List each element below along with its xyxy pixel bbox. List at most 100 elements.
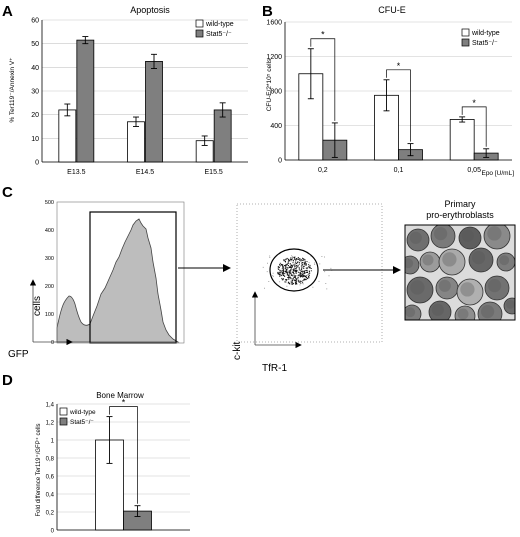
- significance-star: *: [397, 61, 401, 71]
- event-dot: [287, 265, 289, 267]
- pro-erythroblasts-micrograph: [404, 224, 516, 321]
- result-label-line-2: pro-erythroblasts: [426, 210, 494, 220]
- event-dot: [301, 274, 303, 276]
- histogram-y-tick: 100: [45, 312, 54, 318]
- event-dot: [308, 273, 310, 275]
- event-dot: [293, 264, 295, 266]
- event-dot: [304, 271, 306, 273]
- event-dot: [306, 261, 308, 263]
- event-dot: [272, 272, 274, 274]
- event-dot: [278, 271, 280, 273]
- x-tick-label: E13.5: [67, 169, 85, 176]
- event-dot: [301, 262, 303, 264]
- event-dot: [294, 266, 296, 267]
- cell: [405, 255, 420, 275]
- event-dot: [291, 271, 293, 273]
- event-dot: [293, 260, 294, 262]
- cell-nucleus: [487, 226, 502, 241]
- event-dot: [283, 260, 285, 262]
- event-dot: [292, 275, 294, 277]
- event-dot: [303, 279, 305, 281]
- event-dot: [298, 261, 300, 263]
- event-dot: [302, 262, 304, 263]
- legend-swatch: [195, 29, 204, 38]
- event-dot: [289, 273, 291, 275]
- cell: [454, 305, 476, 320]
- y-tick-label: 0: [278, 158, 282, 165]
- bar: [145, 61, 163, 163]
- event-dot: [279, 270, 281, 272]
- event-dot: [295, 272, 297, 274]
- event-dot: [294, 279, 296, 281]
- event-dot: [300, 274, 302, 276]
- event-dot: [285, 267, 287, 269]
- panel-d-chart: 0 0,2 0,4 0,6 0,8 1 1,2 1,4 * wild-type Stat5⁻/⁻: [46, 398, 190, 535]
- event-dot: [290, 258, 292, 260]
- legend-label: Stat5⁻/⁻: [70, 419, 94, 426]
- event-dot: [296, 262, 298, 264]
- y-tick-label: 0,8: [46, 457, 55, 463]
- event-dot: [302, 267, 304, 269]
- y-tick-label: 0,4: [46, 493, 55, 499]
- event-dot: [293, 276, 295, 278]
- event-dot: [282, 264, 284, 266]
- panel-b-ylabel: CFU-E/2*10⁵ cells: [266, 58, 273, 111]
- panel-c-letter: C: [2, 184, 13, 201]
- event-dot: [285, 264, 287, 266]
- panel-d-title: Bone Marrow: [96, 391, 144, 400]
- event-dot: [300, 270, 302, 272]
- event-dot: [283, 259, 285, 261]
- significance-star: *: [321, 30, 325, 40]
- legend-label: wild-type: [471, 30, 500, 37]
- event-dot: [287, 277, 289, 278]
- panel-a-letter: A: [2, 3, 13, 20]
- event-dot: [296, 278, 298, 280]
- event-dot: [295, 258, 297, 260]
- event-dot: [291, 264, 293, 266]
- event-dot: [297, 279, 299, 281]
- event-dot: [303, 271, 305, 273]
- event-dot: [300, 275, 302, 277]
- event-dot: [302, 276, 304, 278]
- event-dot: [297, 257, 299, 258]
- cell: [438, 248, 466, 276]
- result-label-line-1: Primary: [445, 199, 476, 209]
- event-dot: [302, 282, 304, 284]
- bar: [58, 109, 77, 163]
- event-dot: [295, 278, 297, 280]
- event-dot: [290, 271, 291, 273]
- event-dot: [310, 268, 312, 269]
- y-tick-label: 50: [31, 41, 39, 48]
- legend-swatch: [461, 38, 470, 47]
- cell-nucleus: [499, 255, 510, 266]
- event-dot: [308, 270, 310, 272]
- cell: [430, 225, 456, 249]
- event-dot: [286, 257, 288, 259]
- event-dot: [290, 257, 292, 259]
- event-dot: [326, 288, 328, 290]
- event-dot: [328, 275, 330, 277]
- cell-nucleus: [457, 308, 469, 320]
- panel-b: B CFU-E CFU-E/2*10⁵ cells Epo [U/mL] 0 40…: [262, 3, 514, 177]
- cell-nucleus: [405, 258, 414, 269]
- event-dot: [285, 281, 287, 283]
- event-dot: [295, 275, 297, 277]
- cell: [503, 297, 515, 315]
- event-dot: [279, 275, 281, 277]
- event-dot: [299, 281, 301, 283]
- event-dot: [288, 260, 290, 261]
- cell-nucleus: [488, 279, 502, 293]
- event-dot: [294, 276, 296, 278]
- cell: [483, 225, 511, 250]
- event-dot: [295, 282, 297, 283]
- event-dot: [305, 270, 307, 271]
- event-dot: [302, 270, 304, 272]
- event-dot: [285, 258, 287, 260]
- event-dot: [293, 283, 295, 284]
- event-dot: [282, 271, 284, 273]
- event-dot: [309, 267, 311, 269]
- event-dot: [296, 269, 298, 271]
- bar: [449, 119, 475, 161]
- cell-nucleus: [472, 251, 486, 265]
- event-dot: [290, 277, 292, 279]
